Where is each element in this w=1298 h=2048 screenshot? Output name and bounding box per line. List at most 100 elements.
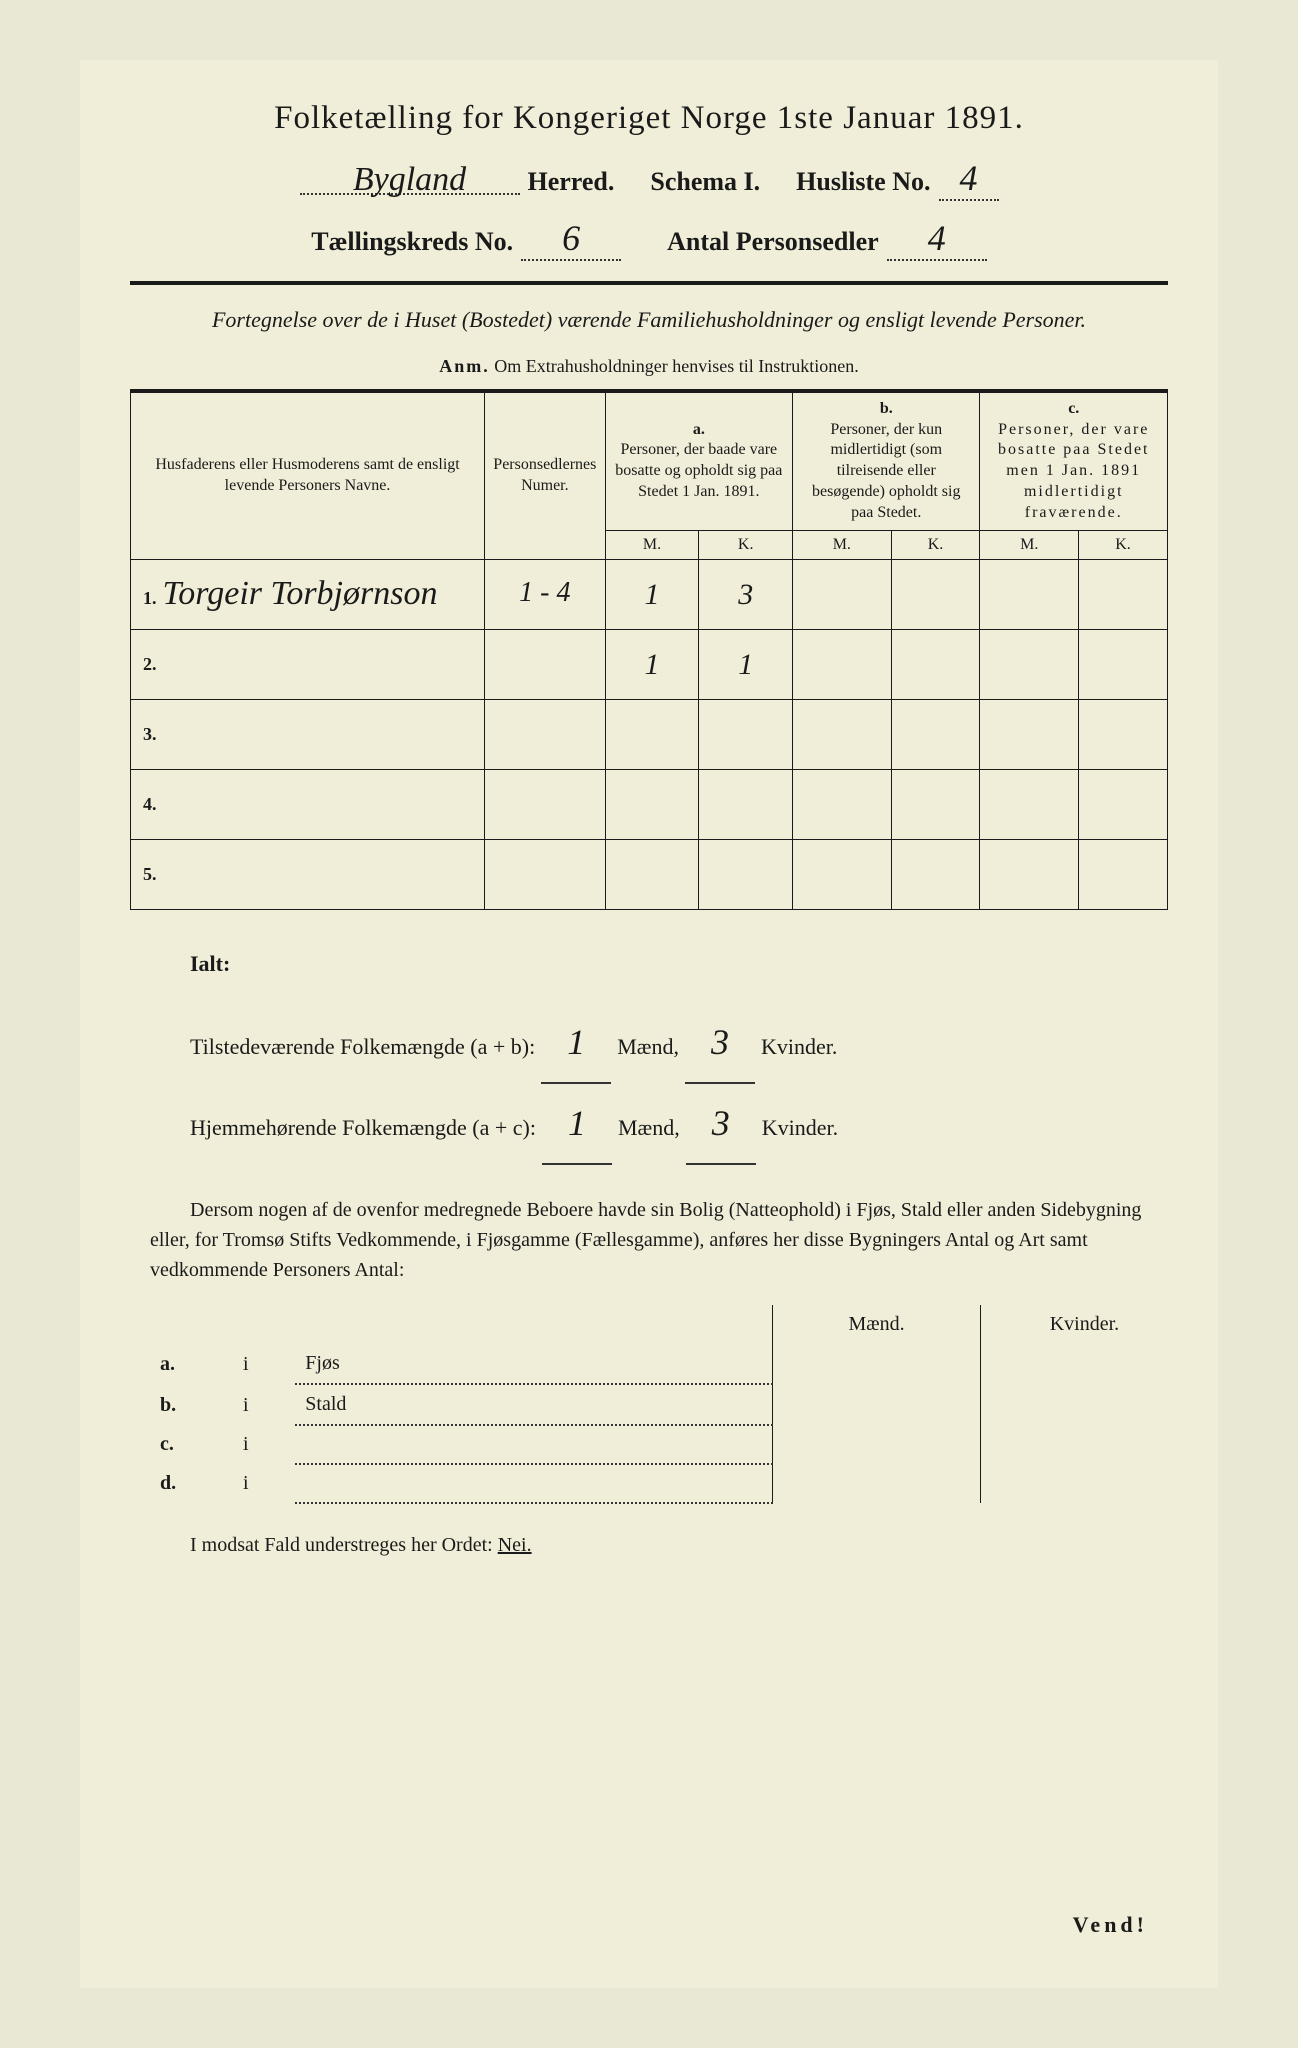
c-m-cell	[980, 770, 1079, 840]
c-k-cell	[1079, 560, 1168, 630]
col-b-m: M.	[793, 530, 892, 560]
col-a-header: a. Personer, der baade vare bosatte og o…	[605, 391, 792, 530]
col-c-text: Personer, der vare bosatte paa Stedet me…	[988, 420, 1159, 524]
b-m-cell	[793, 630, 892, 700]
col-b-header: b. Personer, der kun midlertidigt (som t…	[793, 391, 980, 530]
footer-line: I modsat Fald understreges her Ordet: Ne…	[190, 1534, 1108, 1557]
b-k-cell	[891, 560, 980, 630]
bottom-label: Fjøs	[295, 1344, 772, 1384]
table-row: 2.11	[131, 630, 1168, 700]
bottom-maend-header: Mænd.	[773, 1305, 981, 1344]
c-k-cell	[1079, 630, 1168, 700]
name-cell: 1.Torgeir Torbjørnson	[131, 560, 485, 630]
name-cell: 2.	[131, 630, 485, 700]
census-form-page: Folketælling for Kongeriget Norge 1ste J…	[80, 60, 1218, 1988]
bottom-m	[773, 1425, 981, 1464]
totals-line-2: Hjemmehørende Folkemængde (a + c): 1 Mæn…	[190, 1084, 1108, 1165]
c-m-cell	[980, 560, 1079, 630]
bottom-k	[980, 1344, 1188, 1384]
totals-line2-label: Hjemmehørende Folkemængde (a + c):	[190, 1104, 536, 1152]
col-c-k: K.	[1079, 530, 1168, 560]
a-m-cell: 1	[605, 630, 699, 700]
numer-cell	[485, 770, 606, 840]
header-line-1: Bygland Herred. Schema I. Husliste No. 4	[130, 157, 1168, 201]
numer-cell	[485, 700, 606, 770]
a-k-cell	[699, 700, 793, 770]
c-k-cell	[1079, 840, 1168, 910]
numer-cell	[485, 840, 606, 910]
maend-label-2: Mænd,	[618, 1104, 680, 1152]
name-cell: 4.	[131, 770, 485, 840]
antal-label: Antal Personsedler	[667, 227, 879, 257]
b-m-cell	[793, 700, 892, 770]
anm-text: Om Extrahusholdninger henvises til Instr…	[494, 356, 858, 376]
c-m-cell	[980, 700, 1079, 770]
annotation-line: Anm. Om Extrahusholdninger henvises til …	[130, 356, 1168, 377]
totals-line-1: Tilstedeværende Folkemængde (a + b): 1 M…	[190, 1003, 1108, 1084]
main-table: Husfaderens eller Husmoderens samt de en…	[130, 389, 1168, 911]
col-c-header: c. Personer, der vare bosatte paa Stedet…	[980, 391, 1168, 530]
vend-label: Vend!	[1073, 1912, 1148, 1938]
a-m-cell	[605, 770, 699, 840]
a-k-cell	[699, 840, 793, 910]
totals-section: Ialt: Tilstedeværende Folkemængde (a + b…	[190, 940, 1108, 1165]
b-k-cell	[891, 770, 980, 840]
bottom-m	[773, 1384, 981, 1425]
bottom-label: Stald	[295, 1384, 772, 1425]
bottom-k	[980, 1464, 1188, 1503]
bottom-idx: c.	[150, 1425, 233, 1464]
name-cell: 3.	[131, 700, 485, 770]
divider	[130, 281, 1168, 285]
a-m-cell	[605, 840, 699, 910]
herred-label: Herred.	[528, 167, 615, 197]
bottom-i: i	[233, 1464, 295, 1503]
anm-label: Anm.	[439, 356, 490, 376]
numer-cell	[485, 630, 606, 700]
col-names-header: Husfaderens eller Husmoderens samt de en…	[131, 391, 485, 560]
c-m-cell	[980, 630, 1079, 700]
bottom-idx: a.	[150, 1344, 233, 1384]
bottom-label	[295, 1464, 772, 1503]
bottom-i: i	[233, 1344, 295, 1384]
page-title: Folketælling for Kongeriget Norge 1ste J…	[130, 100, 1168, 137]
col-a-label: a.	[614, 420, 784, 441]
totals-line1-label: Tilstedeværende Folkemængde (a + b):	[190, 1023, 535, 1071]
bottom-m	[773, 1344, 981, 1384]
kreds-label: Tællingskreds No.	[311, 227, 513, 257]
table-row: 3.	[131, 700, 1168, 770]
kvinder-label-2: Kvinder.	[762, 1104, 838, 1152]
col-b-label: b.	[801, 399, 971, 420]
bottom-kvinder-header: Kvinder.	[980, 1305, 1188, 1344]
b-m-cell	[793, 560, 892, 630]
a-m-cell	[605, 700, 699, 770]
dwelling-paragraph: Dersom nogen af de ovenfor medregnede Be…	[150, 1195, 1148, 1285]
c-k-cell	[1079, 700, 1168, 770]
bottom-k	[980, 1384, 1188, 1425]
bottom-row: a.iFjøs	[150, 1344, 1188, 1384]
table-row: 1.Torgeir Torbjørnson1 - 413	[131, 560, 1168, 630]
a-k-cell: 1	[699, 630, 793, 700]
totals-line1-m: 1	[541, 1003, 611, 1084]
husliste-label: Husliste No.	[796, 167, 930, 197]
kreds-value: 6	[521, 217, 621, 261]
totals-line2-m: 1	[542, 1084, 612, 1165]
bottom-row: c.i	[150, 1425, 1188, 1464]
schema-label: Schema I.	[650, 167, 760, 197]
bottom-i: i	[233, 1384, 295, 1425]
table-row: 5.	[131, 840, 1168, 910]
header-line-2: Tællingskreds No. 6 Antal Personsedler 4	[130, 217, 1168, 261]
bottom-m	[773, 1464, 981, 1503]
totals-line1-k: 3	[685, 1003, 755, 1084]
a-k-cell: 3	[699, 560, 793, 630]
b-m-cell	[793, 770, 892, 840]
a-m-cell: 1	[605, 560, 699, 630]
col-numer-header: Personsedlernes Numer.	[485, 391, 606, 560]
c-m-cell	[980, 840, 1079, 910]
subtitle: Fortegnelse over de i Huset (Bostedet) v…	[170, 305, 1128, 336]
a-k-cell	[699, 770, 793, 840]
b-k-cell	[891, 630, 980, 700]
nei-word: Nei.	[498, 1534, 532, 1556]
col-a-k: K.	[699, 530, 793, 560]
table-row: 4.	[131, 770, 1168, 840]
husliste-value: 4	[939, 157, 999, 201]
